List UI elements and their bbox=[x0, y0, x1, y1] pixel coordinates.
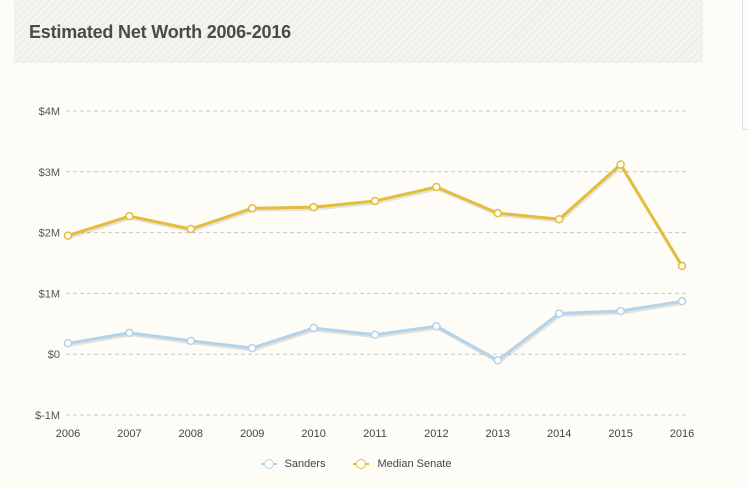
data-point bbox=[309, 202, 318, 212]
chart-title: Estimated Net Worth 2006-2016 bbox=[29, 22, 291, 42]
y-axis: $4M $3M $2M $1M $0 $-1M bbox=[35, 106, 60, 422]
data-point bbox=[432, 182, 441, 192]
data-point bbox=[309, 323, 318, 333]
grid-lines bbox=[66, 110, 686, 416]
legend-swatch-sanders bbox=[260, 457, 277, 471]
legend: Sanders Median Senate bbox=[0, 457, 712, 471]
y-tick-label: $-1M bbox=[35, 410, 60, 422]
legend-label-sanders: Sanders bbox=[284, 458, 326, 470]
legend-label-median-senate: Median Senate bbox=[377, 458, 452, 470]
data-point bbox=[493, 208, 503, 218]
data-point bbox=[247, 343, 257, 353]
x-tick-label: 2009 bbox=[240, 428, 264, 440]
legend-item-sanders[interactable]: Sanders bbox=[260, 457, 326, 471]
legend-swatch-median-senate bbox=[353, 457, 370, 471]
data-point bbox=[125, 328, 134, 338]
data-point bbox=[247, 204, 257, 213]
data-point bbox=[63, 231, 73, 240]
data-point bbox=[677, 297, 687, 306]
data-point bbox=[432, 321, 441, 331]
y-tick-label: $1M bbox=[39, 288, 60, 300]
y-tick-label: $0 bbox=[48, 349, 60, 361]
x-tick-label: 2007 bbox=[117, 428, 141, 440]
data-point bbox=[616, 160, 625, 169]
data-point bbox=[125, 211, 134, 221]
y-tick-label: $3M bbox=[39, 167, 60, 179]
data-point bbox=[677, 261, 687, 271]
data-point bbox=[186, 224, 196, 234]
x-tick-label: 2013 bbox=[486, 428, 510, 440]
data-point bbox=[186, 336, 196, 346]
data-point bbox=[63, 339, 73, 348]
chart-card: Estimated Net Worth 2006-2016 $4M $3M $2M $… bbox=[0, 0, 712, 471]
data-point bbox=[370, 330, 380, 339]
x-tick-label: 2011 bbox=[363, 428, 387, 440]
x-tick-label: 2010 bbox=[301, 428, 325, 440]
x-axis: 2006 2007 2008 2009 2010 2011 2012 2013 2014 2015… bbox=[56, 428, 694, 440]
data-point bbox=[370, 196, 380, 206]
y-tick-label: $4M bbox=[39, 106, 60, 118]
y-tick-label: $2M bbox=[39, 228, 60, 240]
series-line-shadow bbox=[68, 165, 685, 269]
line-chart: $4M$3M$2M$1M$0$-1M 2006 2007 2008 2009 2010 2… bbox=[35, 106, 694, 440]
x-tick-label: 2015 bbox=[608, 428, 632, 440]
x-tick-label: 2012 bbox=[424, 428, 448, 440]
data-point bbox=[554, 309, 564, 318]
data-point bbox=[554, 214, 564, 224]
chart-header: Estimated Net Worth 2006-2016 bbox=[14, 0, 703, 63]
side-panel-edge bbox=[742, 0, 748, 130]
x-tick-label: 2006 bbox=[56, 428, 80, 440]
x-tick-label: 2008 bbox=[179, 428, 203, 440]
series-line-median-senate bbox=[66, 163, 684, 268]
legend-item-median-senate[interactable]: Median Senate bbox=[353, 457, 451, 471]
x-tick-label: 2016 bbox=[670, 428, 694, 440]
data-point bbox=[493, 356, 503, 365]
data-point bbox=[616, 306, 625, 316]
x-tick-label: 2014 bbox=[547, 428, 571, 440]
series-points bbox=[63, 160, 687, 365]
